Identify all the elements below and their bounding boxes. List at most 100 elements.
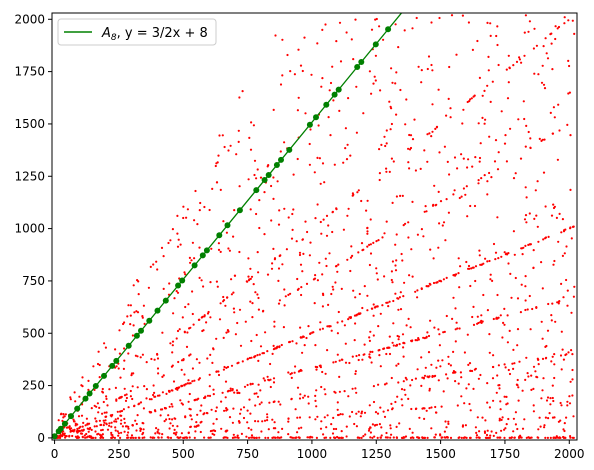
scatter-point <box>236 321 239 325</box>
scatter-point <box>101 391 105 394</box>
scatter-point <box>271 262 274 265</box>
scatter-point <box>325 264 328 268</box>
scatter-point <box>371 350 374 353</box>
scatter-point <box>82 428 85 431</box>
scatter-point <box>415 16 418 20</box>
scatter-point <box>403 281 406 284</box>
scatter-point <box>423 210 426 213</box>
scatter-point <box>85 432 88 436</box>
scatter-point <box>165 392 168 395</box>
scatter-point <box>404 393 407 396</box>
scatter-point <box>551 384 554 387</box>
scatter-point <box>452 296 455 299</box>
scatter-point <box>245 435 248 438</box>
scatter-point <box>290 376 293 379</box>
scatter-point <box>139 429 142 432</box>
scatter-point <box>116 417 120 420</box>
scatter-point <box>171 340 175 343</box>
scatter-point <box>573 285 576 288</box>
scatter-point <box>288 341 291 344</box>
scatter-point <box>386 436 389 439</box>
scatter-point <box>250 275 254 278</box>
scatter-point <box>370 28 374 31</box>
scatter-point <box>162 255 165 258</box>
scatter-point <box>428 282 431 285</box>
scatter-point <box>314 418 317 421</box>
scatter-point <box>331 65 334 68</box>
scatter-point <box>529 243 533 246</box>
scatter-point <box>570 311 573 314</box>
scatter-point <box>507 54 510 57</box>
scatter-point <box>488 135 491 138</box>
scatter-point <box>129 304 132 307</box>
green-line-series <box>52 13 403 440</box>
plot-area <box>52 13 576 440</box>
scatter-point <box>537 73 540 76</box>
scatter-point <box>438 333 441 336</box>
scatter-point <box>488 406 491 409</box>
scatter-point <box>383 275 386 278</box>
scatter-point <box>388 170 391 173</box>
scatter-point <box>104 419 107 422</box>
scatter-point <box>226 365 230 369</box>
scatter-point <box>507 417 510 421</box>
scatter-point <box>358 312 361 315</box>
scatter-point <box>63 426 66 429</box>
scatter-point <box>172 380 176 383</box>
scatter-point <box>489 434 492 437</box>
scatter-point <box>305 336 308 340</box>
scatter-point <box>299 368 302 372</box>
scatter-point <box>446 377 449 380</box>
scatter-point <box>490 430 493 433</box>
scatter-point <box>203 205 206 209</box>
y-tick-label: 1250 <box>14 169 45 183</box>
scatter-point <box>544 416 548 419</box>
scatter-point <box>353 339 356 342</box>
scatter-point <box>188 354 191 357</box>
scatter-point <box>169 422 172 425</box>
scatter-point <box>281 427 284 430</box>
scatter-point <box>283 288 286 291</box>
scatter-point <box>407 161 410 164</box>
scatter-point <box>316 415 319 418</box>
scatter-point <box>183 271 186 274</box>
scatter-point <box>166 436 169 439</box>
x-tick-label: 750 <box>236 447 259 461</box>
scatter-point <box>194 189 197 193</box>
scatter-point <box>391 201 394 204</box>
scatter-point <box>467 363 470 366</box>
scatter-point <box>435 366 438 369</box>
scatter-point <box>497 151 500 154</box>
scatter-point <box>553 363 556 366</box>
scatter-point <box>187 431 190 434</box>
scatter-point <box>391 81 394 84</box>
scatter-point <box>360 436 363 439</box>
scatter-point <box>183 331 186 334</box>
scatter-point <box>250 356 253 359</box>
scatter-point <box>203 412 206 415</box>
scatter-point <box>381 236 384 239</box>
scatter-point <box>122 322 125 326</box>
scatter-point <box>291 228 294 231</box>
scatter-point <box>433 184 436 187</box>
scatter-point <box>383 135 386 138</box>
scatter-point <box>78 395 81 398</box>
scatter-point <box>404 222 407 225</box>
scatter-point <box>496 43 499 47</box>
scatter-point <box>423 149 426 152</box>
scatter-point <box>532 410 536 413</box>
scatter-point <box>268 401 271 404</box>
scatter-point <box>117 434 120 437</box>
scatter-point <box>505 68 508 71</box>
scatter-point <box>253 436 256 439</box>
scatter-point <box>286 53 289 57</box>
scatter-point <box>119 410 122 413</box>
scatter-point <box>131 385 134 388</box>
scatter-point <box>255 333 258 337</box>
scatter-point <box>395 259 398 262</box>
scatter-point <box>250 121 253 124</box>
scatter-point <box>385 129 388 132</box>
scatter-point <box>374 424 377 427</box>
scatter-point <box>370 361 373 364</box>
scatter-point <box>267 428 270 431</box>
